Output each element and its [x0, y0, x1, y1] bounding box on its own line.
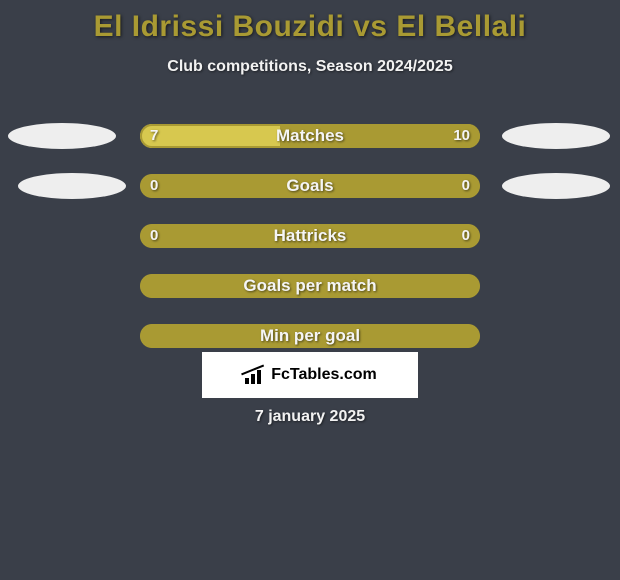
player-ellipse-right — [502, 173, 610, 199]
brand-chart-icon — [243, 366, 265, 384]
stat-bar-track: Hattricks0 0 — [140, 224, 480, 248]
player-ellipse-left — [18, 173, 126, 199]
stat-row: Goals0 0 — [0, 172, 620, 200]
stat-value-right: 0 — [462, 174, 470, 198]
stat-value-left: 0 — [150, 224, 158, 248]
stat-value-left: 0 — [150, 174, 158, 198]
stat-bar-track: Min per goal — [140, 324, 480, 348]
stat-label: Matches — [140, 124, 480, 148]
stat-value-right: 10 — [453, 124, 470, 148]
stat-label: Min per goal — [140, 324, 480, 348]
stat-label: Hattricks — [140, 224, 480, 248]
stat-bar-track: Goals per match — [140, 274, 480, 298]
stat-value-left: 7 — [150, 124, 158, 148]
stat-value-right: 0 — [462, 224, 470, 248]
stat-bar-track: Matches7 10 — [140, 124, 480, 148]
stat-bar-track: Goals0 0 — [140, 174, 480, 198]
brand-box: FcTables.com — [202, 352, 418, 398]
player-ellipse-left — [8, 123, 116, 149]
footer-date: 7 january 2025 — [0, 408, 620, 426]
comparison-infographic: El Idrissi Bouzidi vs El Bellali Club co… — [0, 0, 620, 580]
stat-rows: Matches710Goals00Hattricks00Goals per ma… — [0, 122, 620, 350]
player-ellipse-right — [502, 123, 610, 149]
page-subtitle: Club competitions, Season 2024/2025 — [0, 58, 620, 76]
stat-label: Goals — [140, 174, 480, 198]
stat-row: Min per goal — [0, 322, 620, 350]
brand-text: FcTables.com — [271, 366, 377, 384]
stat-row: Goals per match — [0, 272, 620, 300]
stat-row: Hattricks0 0 — [0, 222, 620, 250]
stat-row: Matches7 10 — [0, 122, 620, 150]
stat-label: Goals per match — [140, 274, 480, 298]
page-title: El Idrissi Bouzidi vs El Bellali — [0, 0, 620, 44]
